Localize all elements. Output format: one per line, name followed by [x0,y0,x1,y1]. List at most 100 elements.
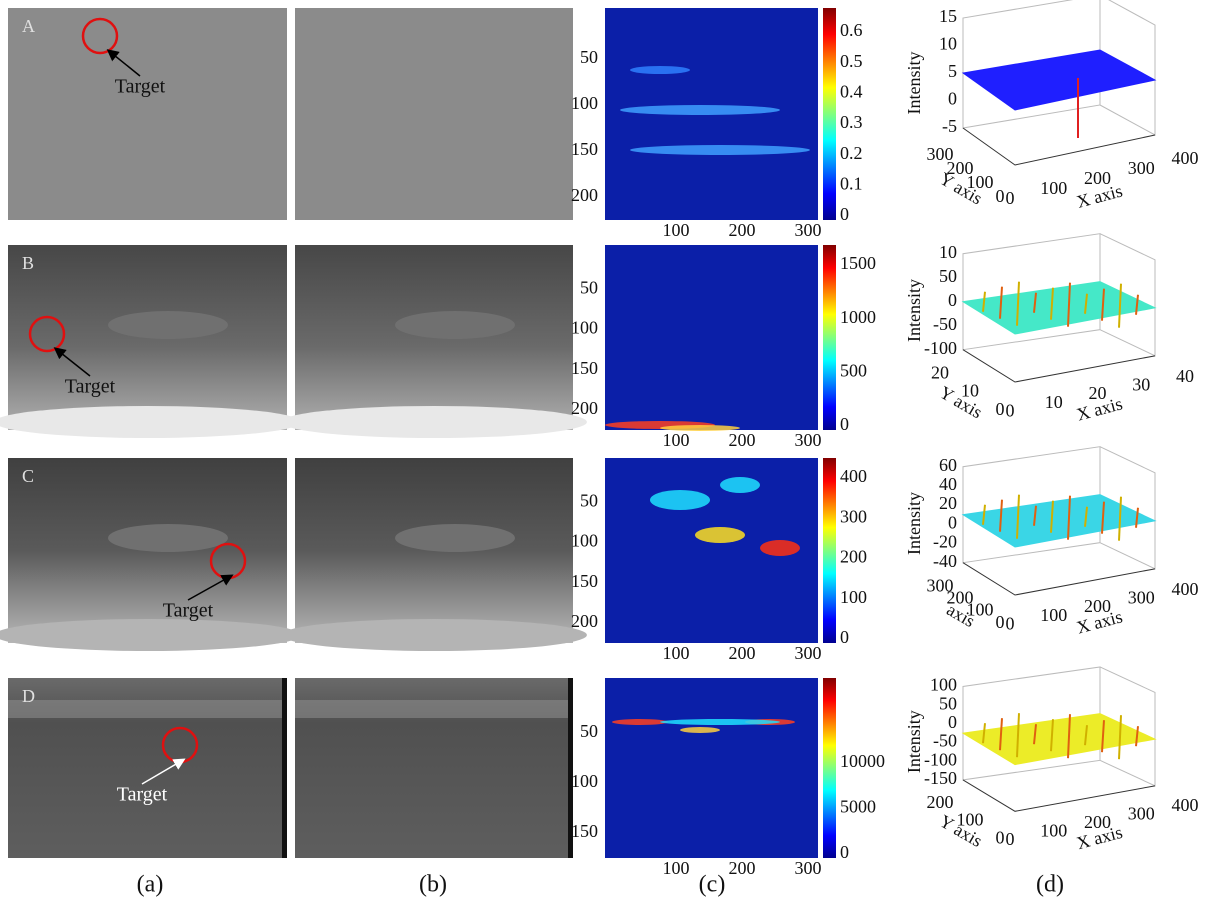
heatmap-feature [650,490,710,510]
colorbar-tick: 500 [840,360,867,380]
y-tick: 200 [927,792,954,812]
x-tick: 0 [1006,829,1015,849]
x-tick: 300 [1128,587,1155,607]
panel-label: D [22,686,35,706]
z-tick: 60 [939,455,957,475]
x-label: X axis [1074,181,1124,212]
colorbar-tick: 0.1 [840,173,863,193]
border [568,678,573,858]
target-label: Target [115,76,166,98]
image [8,8,287,220]
heatmap-feature [660,425,740,431]
surface-spike [1101,288,1105,321]
z-tick: -50 [933,731,957,751]
heatmap [605,245,818,430]
x-tick: 400 [1172,795,1199,815]
cloud [108,524,228,552]
heatmap-x-tick: 300 [795,430,822,450]
z-tick: 40 [939,474,957,494]
y-tick: 300 [927,144,954,164]
buildings [8,700,287,718]
surface-spike [1118,496,1122,541]
z-tick: 50 [939,693,957,713]
surface-spike [1067,282,1071,327]
z-tick: 20 [939,493,957,513]
heatmap-y-tick: 100 [571,531,598,551]
heatmap-feature [760,540,800,556]
target-arrow [141,758,186,785]
colorbar-tick: 10000 [840,751,885,771]
heatmap-feature [720,477,760,493]
heatmap-y-tick: 50 [580,490,598,510]
surface-spike [1016,281,1020,326]
z-tick: 0 [948,290,957,310]
cloud [0,619,301,651]
heatmap-x-tick: 100 [663,858,690,878]
x-tick: 300 [1128,804,1155,824]
colorbar-tick: 300 [840,506,867,526]
image [295,8,573,220]
heatmap-x-tick: 100 [663,430,690,450]
heatmap-y-tick: 50 [580,721,598,741]
heatmap-y-tick: 100 [571,771,598,791]
column-caption: (c) [699,872,726,898]
surface-spike [999,286,1003,319]
heatmap-feature [680,727,720,733]
surface-spike [1016,494,1020,539]
axis-base [962,349,1156,383]
y-tick: 0 [996,186,1005,206]
target-arrow [53,347,91,377]
heatmap-y-tick: 50 [580,47,598,67]
z-tick: -40 [933,551,957,571]
colorbar-tick: 0.6 [840,20,863,40]
z-tick: -100 [924,338,957,358]
colorbar-tick: 0 [840,627,849,647]
z-label: Intensity [904,492,924,555]
colorbar-tick: 400 [840,466,867,486]
z-label: Intensity [904,279,924,342]
border [282,678,287,858]
z-tick: -100 [924,749,957,769]
cloud [108,311,228,339]
x-tick: 10 [1045,392,1063,412]
buildings [295,700,573,718]
z-tick: -20 [933,532,957,552]
y-tick: 100 [967,600,994,620]
heatmap-y-tick: 150 [571,821,598,841]
x-tick: 400 [1172,148,1199,168]
heatmap-y-tick: 50 [580,277,598,297]
colorbar [823,245,836,430]
surface-spike [999,718,1003,751]
target-label: Target [65,376,116,398]
surface-spike [982,291,986,312]
colorbar [823,8,836,220]
surface-spike [1016,713,1020,758]
x-tick: 100 [1040,821,1067,841]
cloud [281,619,587,651]
heatmap-y-tick: 200 [571,611,598,631]
surface-spike [1084,293,1088,314]
surface-spike [1033,505,1037,526]
surface-spike [982,723,986,744]
colorbar-tick: 1500 [840,253,876,273]
z-tick: 50 [939,266,957,286]
y-tick: 20 [931,362,949,382]
x-tick: 0 [1006,401,1015,421]
z-label: Intensity [904,710,924,773]
surface-spike [1084,506,1088,527]
surface-plane [961,281,1157,335]
heatmap-feature [612,719,668,725]
y-tick: 300 [927,575,954,595]
surface-plane [961,49,1157,111]
surface-spike [1101,501,1105,534]
surface-spike [1118,715,1122,760]
x-tick: 40 [1176,366,1194,386]
colorbar [823,678,836,858]
surface-spike [1033,724,1037,745]
x-label: X axis [1074,393,1124,424]
x-tick: 0 [1006,614,1015,634]
y-tick: 0 [996,612,1005,632]
axis-base [962,779,1156,812]
heatmap-x-tick: 300 [795,220,822,240]
heatmap-y-tick: 200 [571,398,598,418]
